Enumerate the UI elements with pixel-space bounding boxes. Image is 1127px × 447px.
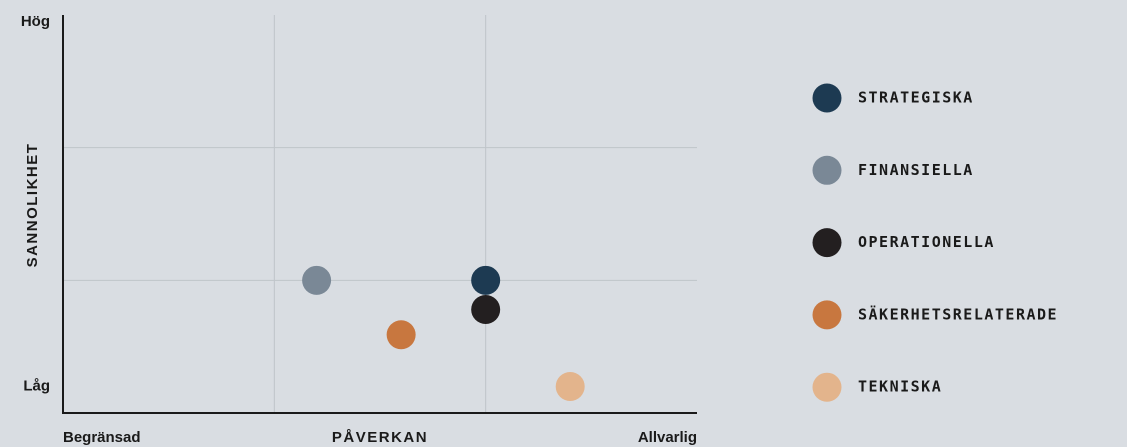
legend-marker bbox=[812, 372, 842, 402]
point bbox=[471, 295, 501, 325]
legend-marker bbox=[812, 83, 842, 113]
legend-label: OPERATIONELLA bbox=[858, 233, 995, 251]
point bbox=[302, 265, 332, 295]
x-axis-title: PÅVERKAN bbox=[332, 429, 428, 446]
legend-marker bbox=[812, 300, 842, 330]
point bbox=[555, 371, 585, 401]
point bbox=[386, 320, 416, 350]
y-axis-title: SANNOLIKHET bbox=[24, 143, 41, 268]
y-tick-label: Hög bbox=[21, 13, 50, 30]
x-tick-label: Begränsad bbox=[63, 429, 141, 446]
y-tick-label: Låg bbox=[23, 377, 50, 394]
legend-marker bbox=[812, 155, 842, 185]
x-tick-label: Allvarlig bbox=[638, 429, 697, 446]
legend-marker bbox=[812, 228, 842, 258]
legend-label: SÄKERHETSRELATERADE bbox=[858, 304, 1058, 323]
point bbox=[471, 265, 501, 295]
legend-label: TEKNISKA bbox=[858, 378, 942, 396]
legend-label: FINANSIELLA bbox=[858, 161, 974, 179]
legend-label: STRATEGISKA bbox=[858, 89, 974, 107]
